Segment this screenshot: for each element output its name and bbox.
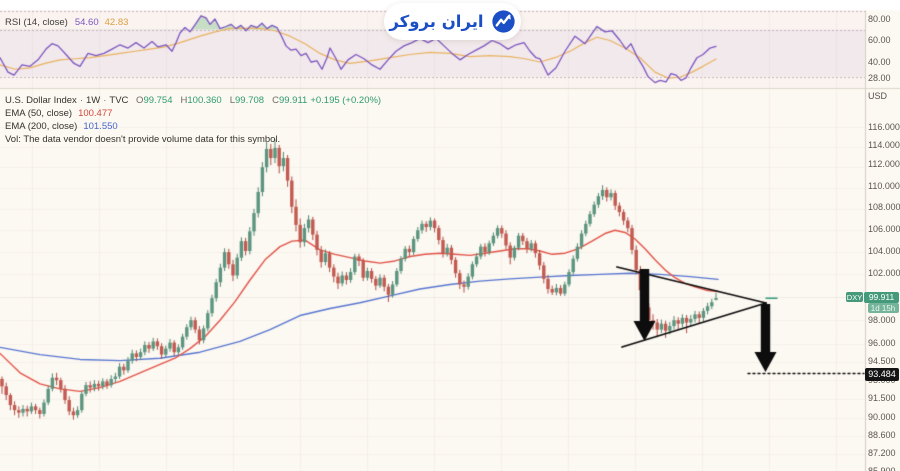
close-value: 99.911 bbox=[278, 95, 308, 106]
price-axis-label: 104.000 bbox=[868, 245, 900, 256]
volume-note-row: Vol: The data vendor doesn't provide vol… bbox=[5, 133, 381, 146]
price-axis-label: 87.200 bbox=[868, 448, 896, 459]
ema50-row[interactable]: EMA (50, close) 100.477 bbox=[5, 107, 381, 120]
last-price-badge: 99.911 bbox=[864, 291, 899, 303]
ema50-label: EMA (50, close) bbox=[5, 108, 73, 119]
price-axis-label: 108.000 bbox=[868, 202, 900, 213]
iranbroker-logo: ایران بروکر bbox=[384, 3, 521, 40]
price-axis-label: 94.500 bbox=[868, 356, 896, 367]
volume-note: Vol: The data vendor doesn't provide vol… bbox=[5, 134, 281, 145]
price-axis-label: 114.000 bbox=[868, 139, 900, 150]
symbol-title: U.S. Dollar Index bbox=[5, 95, 77, 106]
symbol-badge: DXY bbox=[846, 292, 863, 302]
price-axis-label: 110.000 bbox=[868, 181, 900, 192]
target-price-badge: 93.484 bbox=[865, 367, 899, 381]
iranbroker-logo-text: ایران بروکر bbox=[389, 12, 484, 31]
ema200-value: 101.550 bbox=[83, 121, 118, 132]
rsi-axis-label: 28.00 bbox=[868, 72, 891, 83]
rsi-value: 54.60 bbox=[74, 17, 99, 28]
rsi-axis[interactable]: 80.00 60.00 40.00 28.00 bbox=[865, 0, 900, 88]
price-axis-label: 116.000 bbox=[868, 121, 900, 132]
price-axis-label: 112.000 bbox=[868, 158, 900, 169]
rsi-legend-title: RSI (14, close) bbox=[5, 17, 68, 28]
price-axis-label: 91.500 bbox=[868, 393, 896, 404]
price-axis-label: 98.000 bbox=[868, 314, 896, 325]
rsi-axis-label: 60.00 bbox=[868, 35, 891, 45]
ema200-row[interactable]: EMA (200, close) 101.550 bbox=[5, 120, 381, 133]
price-axis-label: 88.600 bbox=[868, 430, 896, 441]
symbol-row[interactable]: U.S. Dollar Index · 1W · TVC O99.754 H100.360… bbox=[5, 95, 382, 106]
open-value: 99.754 bbox=[143, 95, 173, 106]
price-axis-label: 90.000 bbox=[868, 412, 896, 423]
rsi-ma-value: 42.83 bbox=[104, 17, 129, 28]
trend-arrow-icon bbox=[491, 9, 516, 34]
price-axis-label: 96.000 bbox=[868, 338, 896, 349]
price-axis[interactable]: 116.000 114.000 112.000 110.000 108.000 106.0… bbox=[865, 88, 900, 471]
high-value: 100.360 bbox=[187, 95, 222, 106]
change-value: +0.195 (+0.20%) bbox=[310, 95, 382, 106]
ema50-value: 100.477 bbox=[78, 108, 113, 119]
interval-label: 1W bbox=[85, 95, 101, 106]
bar-countdown-badge: 1d 15h bbox=[867, 303, 899, 313]
rsi-axis-label: 80.00 bbox=[868, 13, 891, 24]
price-axis-label: 106.000 bbox=[868, 223, 900, 234]
rsi-legend[interactable]: RSI (14, close) 54.60 42.83 bbox=[5, 17, 128, 28]
low-value: 99.708 bbox=[235, 95, 265, 106]
exchange-label: TVC bbox=[109, 95, 129, 106]
main-legend: U.S. Dollar Index · 1W · TVC O99.754 H100.360… bbox=[5, 94, 381, 146]
rsi-axis-label: 40.00 bbox=[868, 56, 891, 67]
price-axis-label: 102.000 bbox=[868, 267, 900, 278]
ema200-label: EMA (200, close) bbox=[5, 121, 78, 132]
currency-label: USD bbox=[868, 91, 888, 101]
price-axis-label: 85.900 bbox=[868, 465, 896, 471]
